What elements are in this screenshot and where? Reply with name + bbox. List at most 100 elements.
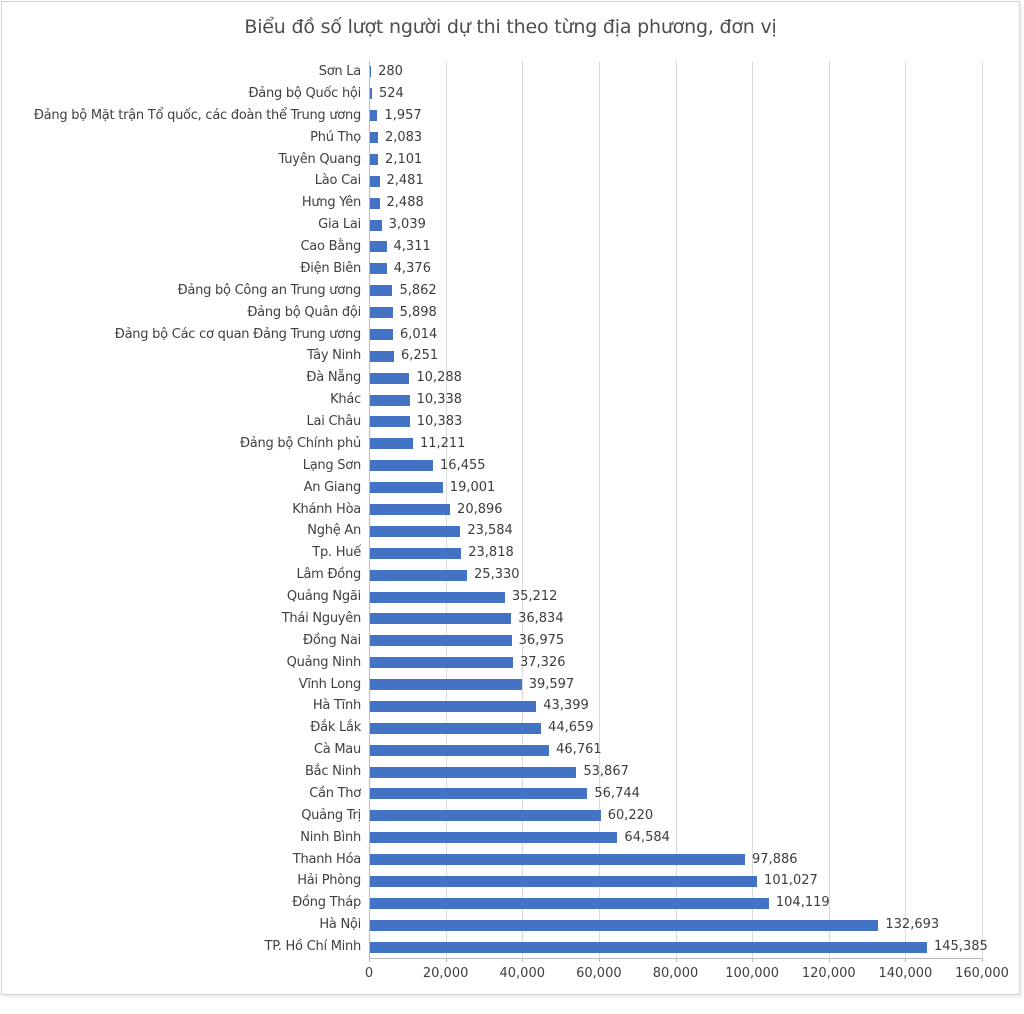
value-label: 4,311 (393, 239, 431, 255)
bar (370, 460, 434, 472)
category-label: Sơn La (318, 64, 362, 79)
value-label: 36,975 (518, 632, 565, 648)
value-label: 6,014 (400, 326, 438, 342)
value-label: 2,083 (384, 129, 423, 145)
value-label: 64,584 (624, 829, 670, 845)
axis-tick-mark (598, 958, 600, 962)
bar (370, 438, 413, 450)
category-label: Đảng bộ Chính phủ (239, 435, 361, 451)
category-label: Tp. Huế (312, 545, 361, 561)
bar (370, 700, 537, 712)
bar (370, 657, 513, 669)
category-label: Gia Lai (318, 217, 361, 233)
axis-tick-mark (828, 958, 830, 962)
bar (370, 88, 372, 100)
x-tick-label: 20,000 (422, 966, 469, 981)
x-tick-label: 40,000 (499, 966, 546, 981)
value-label: 20,896 (457, 501, 503, 517)
gridline (982, 61, 983, 958)
bar (370, 219, 382, 231)
bar (370, 744, 550, 756)
bar (370, 394, 410, 406)
x-tick-label: 140,000 (878, 966, 933, 981)
value-label: 56,744 (594, 785, 640, 801)
category-label: Quảng Trị (301, 807, 361, 823)
category-label: Phú Thọ (310, 129, 361, 145)
axis-tick-mark (369, 958, 370, 962)
bar (370, 197, 380, 209)
category-label: Cao Bằng (300, 239, 361, 255)
category-label: Thanh Hóa (292, 851, 361, 867)
value-label: 104,119 (775, 895, 830, 911)
category-label: Điện Biên (300, 260, 361, 276)
value-label: 36,834 (518, 610, 564, 626)
category-label: Nghệ An (307, 523, 361, 539)
axis-tick-mark (982, 958, 983, 962)
value-label: 10,338 (416, 392, 463, 408)
value-label: 35,212 (511, 589, 558, 605)
category-label: Hưng Yên (301, 195, 361, 211)
x-tick-label: 0 (364, 966, 374, 981)
category-label: Lào Cai (314, 173, 361, 189)
bar (370, 788, 588, 800)
bar (370, 482, 443, 494)
category-label: Đảng bộ Mặt trận Tổ quốc, các đoàn thể T… (33, 107, 361, 123)
value-label: 11,211 (419, 435, 466, 451)
value-label: 1,957 (384, 107, 422, 123)
bar (370, 854, 746, 866)
x-tick-label: 100,000 (725, 966, 780, 981)
value-label: 23,818 (468, 545, 514, 561)
axis-tick-mark (445, 958, 447, 962)
value-label: 10,383 (416, 414, 463, 430)
bar (370, 875, 758, 887)
category-label: Hà Tĩnh (312, 698, 361, 714)
x-tick-label: 120,000 (801, 966, 856, 981)
category-label: Đảng bộ Quân đội (247, 304, 361, 320)
value-label: 2,481 (386, 173, 424, 189)
bar (370, 175, 380, 187)
axis-tick-mark (905, 958, 907, 962)
category-label: Ninh Bình (300, 829, 361, 845)
value-label: 132,693 (885, 917, 940, 933)
bar (370, 919, 879, 931)
chart-title: Biểu đồ số lượt người dự thi theo từng đ… (244, 16, 777, 38)
value-label: 37,326 (520, 654, 566, 670)
bar (370, 613, 512, 625)
category-label: Tây Ninh (306, 348, 361, 364)
value-label: 524 (379, 85, 404, 101)
value-label: 5,862 (399, 282, 437, 298)
bar (370, 153, 379, 165)
bar (370, 372, 410, 384)
bar (370, 832, 618, 844)
category-label: Đồng Tháp (292, 895, 361, 911)
bar (370, 285, 393, 297)
category-label: Cần Thơ (309, 785, 361, 801)
value-label: 23,584 (467, 523, 513, 539)
category-label: Quảng Ninh (286, 654, 362, 670)
bar (370, 110, 378, 122)
value-label: 2,101 (385, 151, 423, 167)
bar (370, 547, 462, 559)
gridline (905, 61, 907, 958)
x-tick-label: 80,000 (652, 966, 699, 981)
gridline (828, 61, 830, 958)
bar (370, 897, 769, 909)
category-label: Đảng bộ Các cơ quan Đảng Trung ương (114, 326, 361, 342)
value-label: 25,330 (474, 567, 520, 583)
bar (370, 416, 410, 428)
value-label: 53,867 (583, 764, 629, 780)
gridline (522, 61, 524, 958)
bar (370, 941, 927, 953)
category-label: Lạng Sơn (302, 457, 362, 473)
category-label: Quảng Ngãi (286, 589, 361, 605)
axis-tick-mark (752, 958, 754, 962)
category-label: Hải Phòng (297, 873, 361, 889)
category-label: Đồng Nai (303, 632, 361, 648)
bar (370, 350, 394, 362)
bar (370, 810, 601, 822)
value-axis-line (369, 958, 983, 959)
gridline (675, 61, 677, 958)
category-label: Đảng bộ Công an Trung ương (177, 282, 362, 298)
value-label: 19,001 (449, 479, 496, 495)
